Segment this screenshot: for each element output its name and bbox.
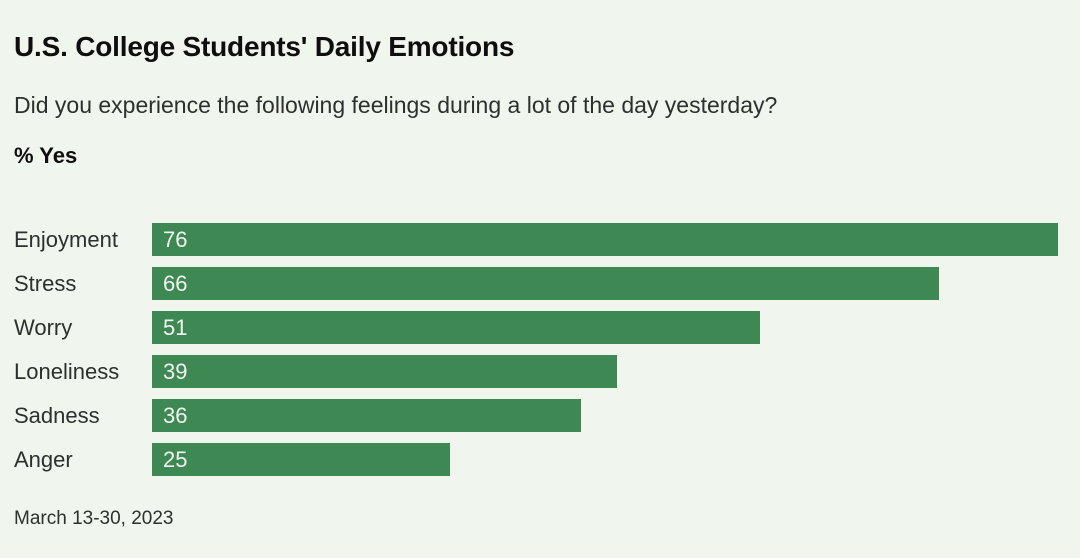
- bar-row: Loneliness 39: [14, 355, 1058, 388]
- unit-label: % Yes: [14, 143, 78, 168]
- bar-row: Anger 25: [14, 443, 1058, 476]
- bar-track: 39: [152, 355, 1058, 388]
- category-label: Sadness: [14, 402, 100, 428]
- date-footnote: March 13-30, 2023: [14, 508, 174, 529]
- bar: 25: [152, 443, 451, 476]
- bar-row: Enjoyment 76: [14, 223, 1058, 256]
- bar-track: 36: [152, 399, 1058, 432]
- bar-row: Worry 51: [14, 311, 1058, 344]
- bar-track: 51: [152, 311, 1058, 344]
- bar: 76: [152, 223, 1058, 256]
- category-label: Worry: [14, 314, 73, 340]
- category-label: Enjoyment: [14, 226, 118, 252]
- bar: 36: [152, 399, 582, 432]
- bar-track: 66: [152, 267, 1058, 300]
- value-label: 39: [163, 358, 188, 384]
- value-label: 66: [163, 270, 188, 296]
- chart-subtitle: Did you experience the following feeling…: [14, 92, 778, 118]
- chart-title: U.S. College Students' Daily Emotions: [14, 31, 515, 62]
- bar-track: 25: [152, 443, 1058, 476]
- value-label: 76: [163, 226, 188, 252]
- category-label: Loneliness: [14, 358, 120, 384]
- bar: 66: [152, 267, 939, 300]
- bar: 39: [152, 355, 617, 388]
- bar: 51: [152, 311, 760, 344]
- bar-chart: Enjoyment 76 Stress 66 Worry 51 Loneliness 39 Sa…: [14, 223, 1058, 476]
- value-label: 51: [163, 314, 188, 340]
- value-label: 25: [163, 446, 188, 472]
- category-label: Stress: [14, 270, 77, 296]
- bar-row: Stress 66: [14, 267, 1058, 300]
- value-label: 36: [163, 402, 188, 428]
- bar-track: 76: [152, 223, 1058, 256]
- category-label: Anger: [14, 446, 73, 472]
- bar-row: Sadness 36: [14, 399, 1058, 432]
